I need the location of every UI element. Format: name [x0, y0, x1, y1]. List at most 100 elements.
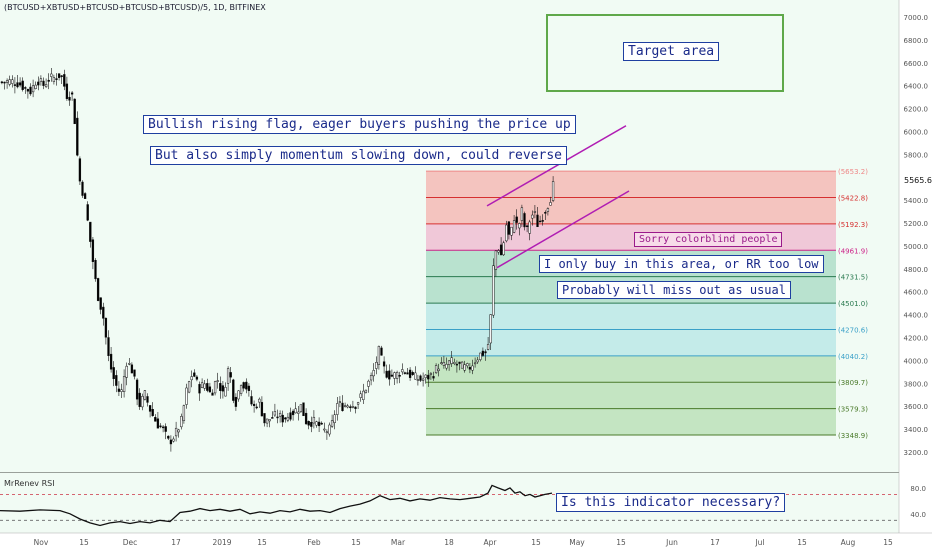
candle-body	[294, 408, 297, 414]
candle-body	[208, 386, 212, 393]
candle-body	[156, 418, 160, 429]
time-tick-label: Feb	[307, 538, 321, 547]
candle-body	[195, 376, 199, 380]
chart-title: (BTCUSD+XBTUSD+BTCUSD+BTCUSD+BTCUSD)/5, …	[4, 3, 266, 12]
candle-body	[268, 419, 271, 422]
candle-body	[367, 380, 370, 387]
candle-body	[359, 393, 362, 398]
candle-body	[232, 379, 235, 401]
candle-body	[310, 422, 313, 427]
candle-body	[187, 381, 191, 393]
time-tick-label: Mar	[391, 538, 406, 547]
candle-body	[354, 406, 357, 409]
candle-body	[411, 372, 414, 375]
candle-body	[8, 79, 11, 85]
candle-body	[505, 224, 508, 242]
indicator-annotation[interactable]: Is this indicator necessary?	[556, 493, 786, 512]
buy-zone-annotation[interactable]: I only buy in this area, or RR too low	[539, 255, 824, 273]
candle-body	[458, 361, 461, 364]
candle-body	[120, 389, 123, 392]
time-tick-label: Nov	[34, 538, 49, 547]
candle-body	[260, 402, 264, 417]
last-price-label: 5565.6	[900, 175, 932, 186]
candle-body	[161, 426, 165, 429]
candle-body	[154, 417, 157, 422]
fib-level-label: (4040.2)	[838, 353, 868, 361]
candle-body	[304, 412, 308, 425]
time-tick-label: 15	[257, 538, 267, 547]
time-axis[interactable]	[0, 533, 932, 550]
price-tick-label: 6400.0	[904, 83, 929, 91]
candle-body	[502, 242, 505, 256]
candle-body	[148, 405, 152, 412]
candle-body	[52, 77, 56, 82]
candle-body	[356, 402, 360, 405]
price-tick-label: 4000.0	[904, 357, 929, 365]
candle-body	[466, 363, 469, 367]
candle-body	[57, 73, 61, 78]
candle-body	[333, 414, 336, 423]
candle-body	[89, 221, 92, 242]
candle-body	[489, 314, 492, 344]
candle-body	[388, 370, 391, 380]
candle-body	[102, 306, 105, 319]
miss-out-annotation[interactable]: Probably will miss out as usual	[557, 281, 791, 299]
candle-body	[96, 278, 100, 301]
candle-body	[245, 381, 248, 390]
candle-body	[515, 216, 518, 223]
fib-level-label: (4961.9)	[838, 247, 868, 255]
candle-body	[528, 221, 531, 234]
candle-body	[112, 367, 115, 380]
candle-body	[320, 422, 323, 425]
candle-body	[141, 396, 144, 408]
candle-body	[185, 387, 188, 405]
time-tick-label: 15	[883, 538, 893, 547]
candle-body	[437, 368, 440, 371]
candle-body	[83, 193, 87, 199]
reverse-annotation[interactable]: But also simply momentum slowing down, c…	[150, 146, 567, 165]
flag-annotation[interactable]: Bullish rising flag, eager buyers pushin…	[143, 115, 576, 134]
candle-body	[479, 352, 482, 360]
candle-body	[271, 417, 274, 419]
target-area-box[interactable]	[546, 14, 784, 92]
candle-body	[401, 369, 404, 373]
rising-channel[interactable]	[486, 125, 630, 269]
candle-body	[18, 82, 22, 86]
time-tick-label: 17	[710, 538, 720, 547]
candle-body	[463, 364, 466, 371]
candle-body	[421, 378, 425, 381]
colorblind-annotation[interactable]: Sorry colorblind people	[634, 232, 783, 247]
time-tick-label: 15	[531, 538, 541, 547]
candle-body	[133, 369, 136, 377]
target-area-label[interactable]: Target area	[623, 42, 720, 61]
candle-body	[299, 404, 303, 412]
candle-body	[247, 385, 251, 391]
right-axis[interactable]	[899, 0, 932, 550]
rsi-line	[0, 484, 553, 527]
candle-body	[494, 250, 498, 270]
candle-body	[164, 426, 167, 432]
rsi-pane[interactable]	[0, 484, 899, 527]
candle-body	[546, 208, 550, 212]
fib-zone	[426, 303, 836, 330]
candle-body	[5, 80, 9, 83]
candle-body	[390, 374, 394, 377]
candle-body	[372, 370, 375, 377]
candle-body	[375, 361, 378, 369]
candle-body	[538, 220, 542, 223]
candle-body	[221, 385, 225, 392]
fib-level-label: (4731.5)	[838, 274, 868, 282]
price-tick-label: 6200.0	[904, 106, 929, 114]
candle-body	[328, 424, 331, 435]
candle-body	[351, 406, 355, 408]
candle-body	[541, 220, 544, 222]
candle-body	[31, 85, 35, 93]
candle-body	[434, 365, 438, 374]
candle-body	[107, 337, 110, 356]
candle-body	[115, 375, 118, 386]
candle-body	[242, 382, 245, 389]
candle-body	[497, 250, 500, 253]
candle-body	[284, 417, 287, 420]
price-tick-label: 4600.0	[904, 289, 929, 297]
